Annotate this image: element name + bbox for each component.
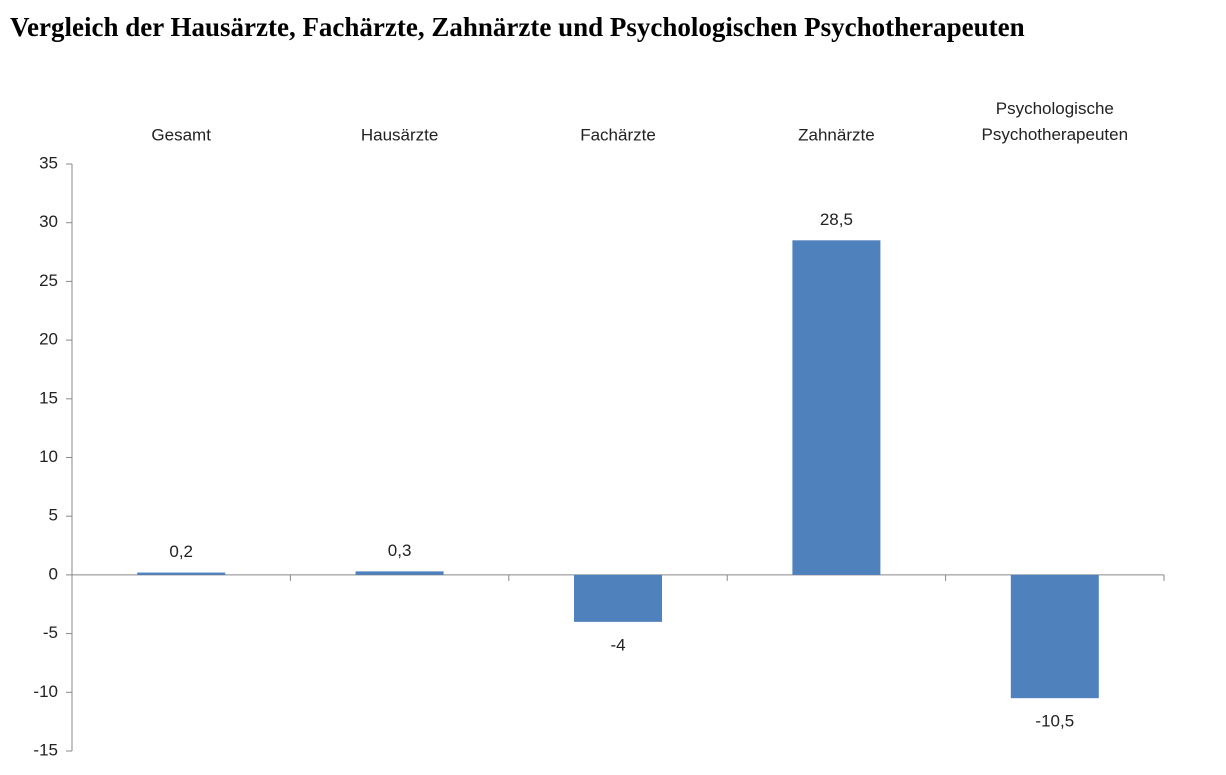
x-tick-label: Hausärzte: [361, 125, 438, 144]
bar: [792, 240, 881, 575]
bar: [574, 574, 662, 622]
y-tick-label: 5: [49, 506, 58, 525]
y-tick-label: -10: [33, 682, 58, 701]
y-tick-label: 25: [39, 271, 58, 290]
chart-title: Vergleich der Hausärzte, Fachärzte, Zahn…: [10, 12, 1025, 42]
y-tick-label: 20: [39, 330, 58, 349]
y-tick-label: 35: [39, 153, 58, 172]
y-tick-label: 10: [39, 447, 58, 466]
data-label: -4: [610, 635, 625, 654]
y-tick-label: 15: [39, 388, 58, 407]
y-tick-label: 0: [49, 564, 58, 583]
x-tick-label: Fachärzte: [580, 125, 656, 144]
bar: [1010, 574, 1099, 699]
data-label: 0,3: [388, 541, 412, 560]
x-tick-label-line: Psychologische: [996, 99, 1114, 118]
y-tick-label: -15: [33, 740, 58, 759]
x-tick-label: Psychologische Psychotherapeuten: [982, 99, 1129, 144]
data-label: 0,2: [169, 542, 193, 561]
x-tick-label: Zahnärzte: [798, 125, 875, 144]
data-label: 28,5: [820, 210, 853, 229]
data-label: -10,5: [1035, 712, 1074, 731]
x-tick-label: Gesamt: [151, 125, 211, 144]
y-tick-label: -5: [43, 623, 58, 642]
x-tick-label-line: Psychotherapeuten: [982, 125, 1129, 144]
bar: [355, 571, 444, 575]
bar: [137, 572, 226, 575]
y-tick-label: 30: [39, 212, 58, 231]
